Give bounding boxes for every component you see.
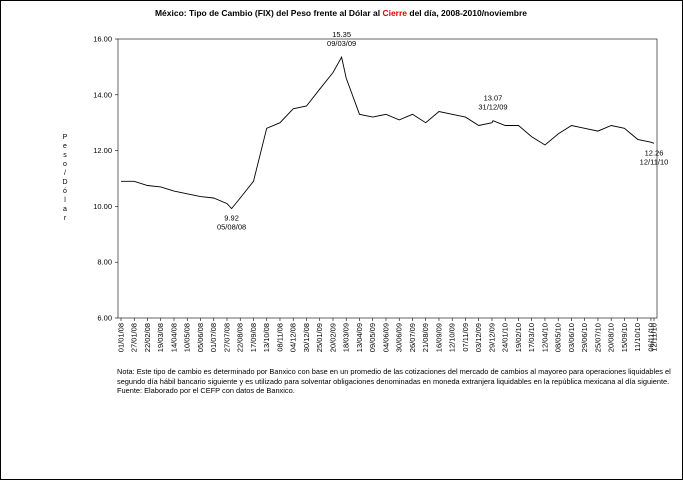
x-tick-label: 21/08/09 [421, 323, 430, 352]
line [121, 55, 655, 210]
x-tick-label: 10/05/08 [183, 323, 192, 352]
annotation-value: 9.92 [224, 214, 239, 223]
y-tick-label: 16.00 [93, 35, 112, 44]
title-part: del día, 2008-2010/noviembre [407, 8, 527, 18]
x-tick-label: 25/01/09 [315, 323, 324, 352]
notes: Nota: Este tipo de cambio es determinado… [117, 367, 682, 396]
x-tick-label: 24/01/10 [501, 323, 510, 352]
title-part: Cierre [382, 8, 407, 18]
x-tick-label: 03/06/10 [567, 323, 576, 352]
x-tick-label: 03/12/09 [474, 323, 483, 352]
x-tick-label: 20/02/09 [328, 323, 337, 352]
x-tick-label: 01/07/08 [209, 323, 218, 352]
x-tick-label: 14/04/08 [169, 323, 178, 352]
x-tick-label: 30/12/08 [302, 323, 311, 352]
x-tick-label: 06/11/10 [646, 323, 655, 352]
note: Nota: Este tipo de cambio es determinado… [117, 367, 671, 386]
x-tick-label: 13/10/08 [262, 323, 271, 352]
x-tick-label: 26/07/09 [408, 323, 417, 352]
x-tick-label: 27/07/08 [222, 323, 231, 352]
annotation-date: 12/11/10 [640, 157, 669, 166]
y-tick-label: 8.00 [97, 258, 112, 267]
x-tick-label: 04/12/08 [289, 323, 298, 352]
annotation-date: 09/03/09 [327, 39, 356, 48]
x-tick-label: 12/04/10 [540, 323, 549, 352]
y-axis-label: Peso/Dólar [62, 134, 69, 224]
x-tick-label: 22/08/08 [236, 323, 245, 352]
x-tick-label: 05/06/08 [196, 323, 205, 352]
x-tick-label: 13/04/09 [355, 323, 364, 352]
y-tick-label: 14.00 [93, 90, 112, 99]
y-tick-label: 12.00 [93, 146, 112, 155]
plot-frame [117, 38, 658, 319]
x-tick-label: 04/06/09 [381, 323, 390, 352]
x-tick-label: 22/02/08 [143, 323, 152, 352]
source: Fuente: Elaborado por el CEFP con datos … [117, 386, 295, 396]
annotation-value: 13.07 [484, 94, 503, 103]
x-tick-label: 08/11/08 [275, 323, 284, 352]
x-tick-label: 27/01/08 [130, 323, 139, 352]
annotation-value: 15.35 [332, 30, 351, 39]
x-tick-label: 17/03/10 [527, 323, 536, 352]
x-tick-label: 18/03/09 [342, 323, 351, 352]
x-tick-label: 29/12/09 [487, 323, 496, 352]
x-tick-label: 19/02/10 [514, 323, 523, 352]
x-tick-label: 20/08/10 [607, 323, 616, 352]
chart-title: México: Tipo de Cambio (FIX) del Peso fr… [155, 8, 527, 18]
annotation-date: 31/12/09 [478, 103, 507, 112]
x-tick-label: 25/07/10 [593, 323, 602, 352]
x-tick-label: 09/05/09 [368, 323, 377, 352]
x-tick-label: 01/01/08 [117, 323, 126, 352]
annotation-date: 05/08/08 [217, 223, 246, 232]
x-tick-label: 12/11/10 [650, 323, 659, 352]
annotation-value: 12.26 [645, 148, 664, 157]
x-tick-label: 30/06/09 [395, 323, 404, 352]
y-tick-label: 10.00 [93, 202, 112, 211]
y-tick-label: 6.00 [97, 314, 112, 323]
x-tick-label: 12/10/09 [448, 323, 457, 352]
x-tick-label: 08/05/10 [554, 323, 563, 352]
x-tick-label: 16/09/09 [434, 323, 443, 352]
title-part: México: Tipo de Cambio (FIX) del Peso fr… [155, 8, 383, 18]
x-tick-label: 07/11/09 [461, 323, 470, 352]
x-tick-label: 29/06/10 [580, 323, 589, 352]
x-tick-label: 19/03/08 [156, 323, 165, 352]
x-tick-label: 15/09/10 [620, 323, 629, 352]
x-tick-label: 11/10/10 [633, 323, 642, 352]
x-tick-label: 17/09/08 [249, 323, 258, 352]
